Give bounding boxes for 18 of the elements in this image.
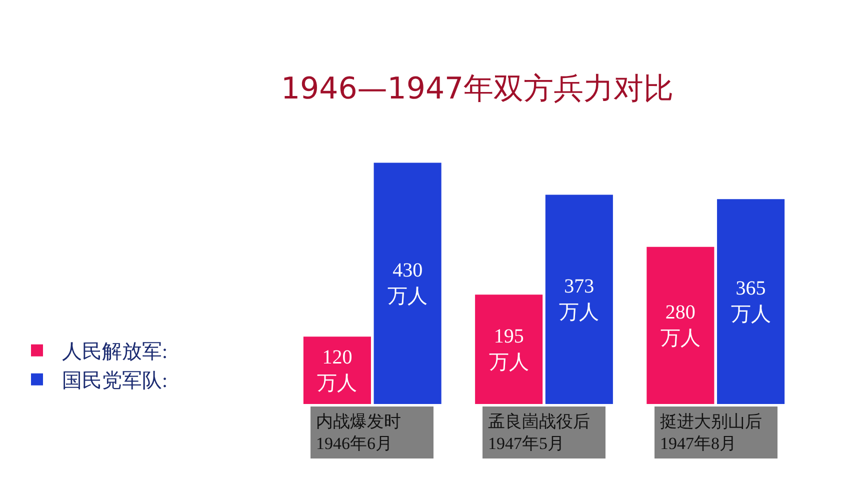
x-tick-label: 孟良崮战役后 1947年5月 — [488, 412, 590, 454]
data-label: 120 万人 — [317, 346, 358, 394]
legend-label: 人民解放军: — [62, 341, 168, 364]
x-tick-label: 内战爆发时 1946年6月 — [316, 412, 401, 454]
x-tick-label: 挺进大别山后 1947年8月 — [660, 412, 762, 454]
bar — [475, 294, 543, 404]
data-label: 195 万人 — [488, 325, 529, 374]
bar — [374, 162, 442, 404]
bar — [717, 199, 785, 404]
data-label: 373 万人 — [559, 275, 600, 324]
data-label: 365 万人 — [730, 278, 771, 326]
bar — [303, 336, 371, 404]
legend-label: 国民党军队: — [62, 370, 168, 392]
data-label: 430 万人 — [388, 259, 428, 308]
bar — [545, 194, 613, 404]
chart-title: 1946—1947年双方兵力对比 — [280, 71, 674, 106]
bar — [646, 246, 714, 404]
data-label: 280 万人 — [660, 301, 700, 350]
